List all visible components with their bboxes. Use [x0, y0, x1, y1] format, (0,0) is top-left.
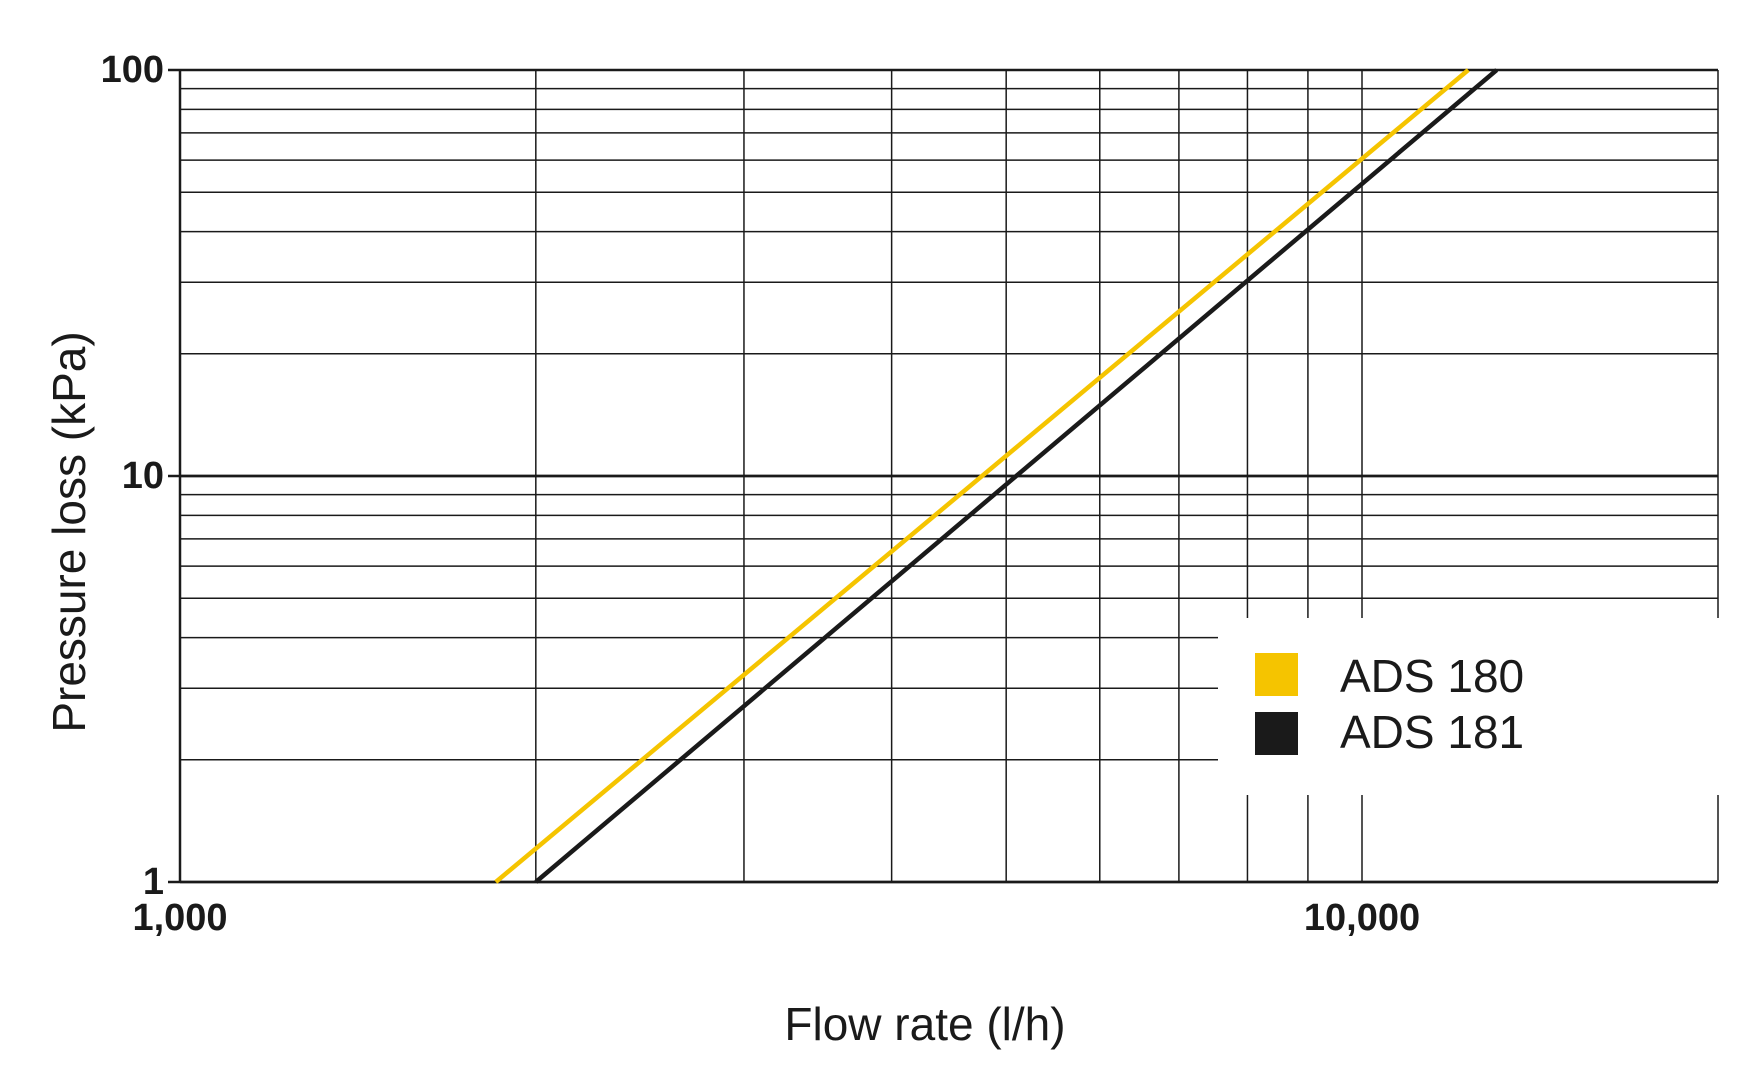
x-tick-label: 1,000	[132, 897, 227, 939]
legend-background	[1220, 620, 1720, 795]
series-line-ads-180	[494, 68, 1470, 884]
x-axis-title: Flow rate (l/h)	[784, 998, 1065, 1050]
x-tick-label: 10,000	[1304, 897, 1420, 939]
y-tick-label: 10	[122, 455, 164, 497]
legend-label-ads-181: ADS 181	[1340, 706, 1524, 758]
legend-label-ads-180: ADS 180	[1340, 650, 1524, 702]
tick-labels: 1 10 100 1,000 10,000	[101, 49, 1421, 939]
legend-swatch-ads-180	[1255, 653, 1298, 696]
series-lines	[494, 68, 1499, 884]
y-tick-label: 1	[143, 861, 164, 903]
y-tick-label: 100	[101, 49, 164, 91]
series-line-ads-181	[534, 68, 1499, 884]
y-axis-title: Pressure loss (kPa)	[43, 331, 95, 732]
legend-swatch-ads-181	[1255, 712, 1298, 755]
grid	[178, 68, 1719, 884]
legend: ADS 180 ADS 181	[1220, 620, 1720, 795]
